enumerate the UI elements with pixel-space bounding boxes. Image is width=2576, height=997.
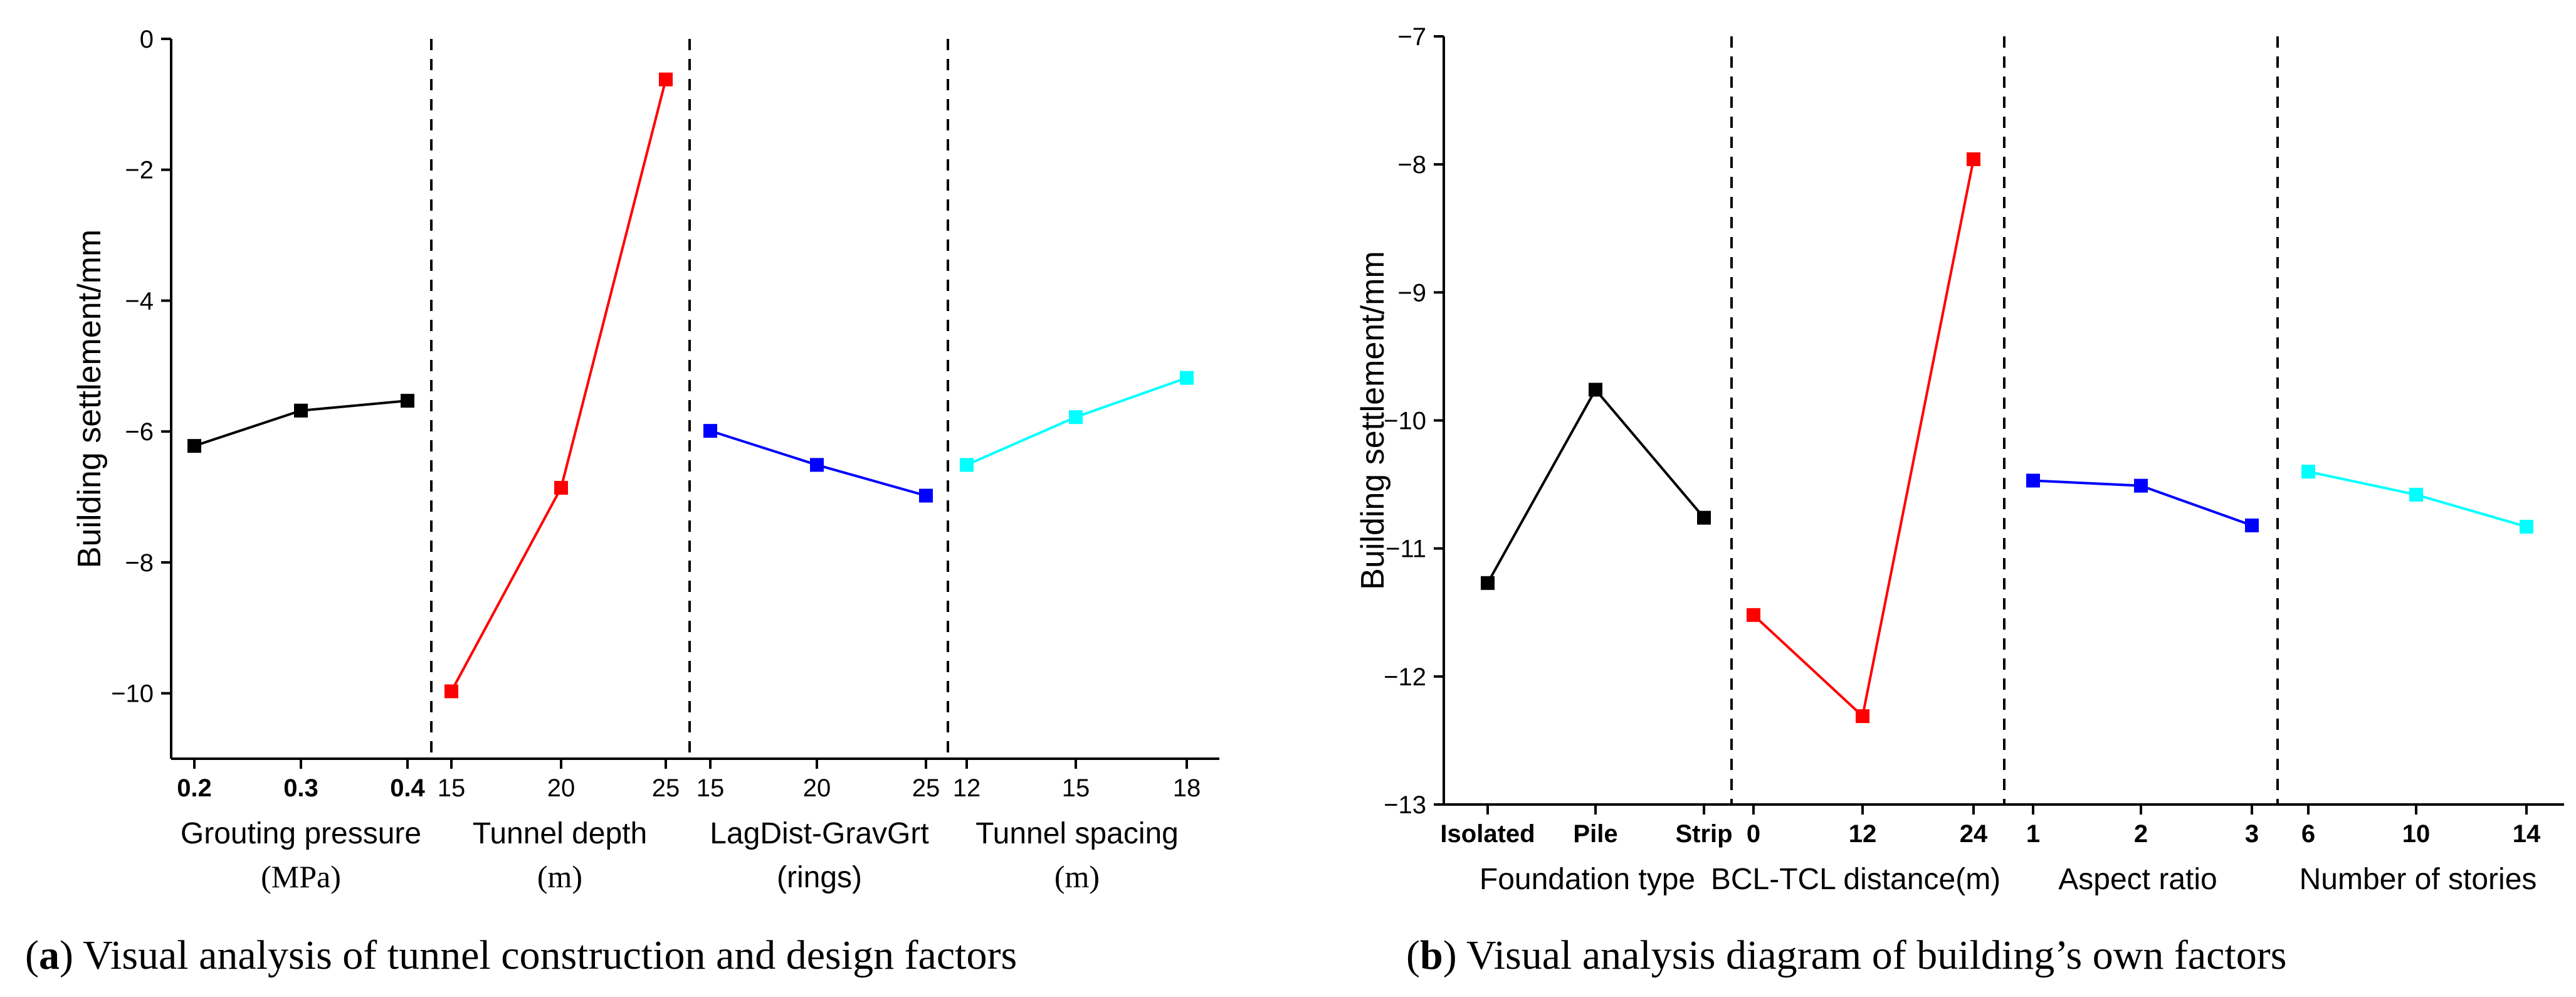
x-tick-label-a: 15 xyxy=(1062,774,1090,802)
y-tick-label-a: −10 xyxy=(111,680,154,708)
group-label-a-3: Tunnel spacing xyxy=(975,817,1179,850)
caption-text: Visual analysis of tunnel construction a… xyxy=(73,932,1017,978)
data-point-a-2 xyxy=(703,424,717,438)
x-tick-label-a: 12 xyxy=(953,774,981,802)
series-line-b-1 xyxy=(1752,159,1975,719)
caption-paren: ) xyxy=(60,932,73,978)
x-tick-label-b: 6 xyxy=(2301,820,2315,848)
x-tick-label-a: 0.3 xyxy=(283,774,318,802)
panel-a: 0 −2 −4 −6 −8 −10 Building settlement/mm 0.2 0.3… xyxy=(25,26,1219,978)
group-unit-a-3: (m) xyxy=(1054,859,1100,894)
x-tick-label-b: Isolated xyxy=(1440,820,1535,848)
y-tick-label-a: −2 xyxy=(125,157,154,184)
data-point-b-2 xyxy=(2245,518,2259,532)
data-point-a-0 xyxy=(401,394,414,408)
y-tick-label-b: −11 xyxy=(1385,535,1426,563)
x-tick-label-a: 0.4 xyxy=(390,774,425,802)
group-label-b-2: Aspect ratio xyxy=(2058,863,2217,896)
x-tick-label-b: 2 xyxy=(2134,820,2148,848)
x-tick-label-b: 3 xyxy=(2245,820,2259,848)
data-point-a-3 xyxy=(960,458,974,472)
y-tick-label-a: −6 xyxy=(125,418,154,446)
data-point-a-3 xyxy=(1180,371,1194,385)
y-tick-label-b: −9 xyxy=(1397,279,1426,307)
data-point-b-3 xyxy=(2520,519,2533,534)
x-tick-label-a: 25 xyxy=(912,774,940,802)
panel-b: −7 −8 −9 −10 −11 −12 −13 Building settlement/mm… xyxy=(1355,23,2564,978)
data-point-a-1 xyxy=(659,72,673,87)
x-tick-label-b: 12 xyxy=(1849,820,1877,848)
group-label-b-0: Foundation type xyxy=(1480,863,1695,896)
x-tick-label-a: 15 xyxy=(697,774,725,802)
data-point-b-2 xyxy=(2026,473,2040,488)
x-tick-label-a: 25 xyxy=(652,774,680,802)
group-label-a-0: Grouting pressure xyxy=(181,817,421,850)
group-label-a-1: Tunnel depth xyxy=(473,817,647,850)
y-axis-title-a: Building settlement/mm xyxy=(71,229,108,568)
caption-paren: ( xyxy=(25,932,39,978)
x-tick-label-b: 10 xyxy=(2402,820,2431,848)
caption-paren: ) xyxy=(1443,932,1457,978)
x-tick-label-b: 14 xyxy=(2513,820,2541,848)
data-point-b-1 xyxy=(1967,152,1980,166)
series-line-b-0 xyxy=(1486,388,1705,584)
y-tick-label-b: −10 xyxy=(1384,408,1426,435)
y-tick-label-b: −13 xyxy=(1384,791,1426,819)
group-unit-a-0: (MPa) xyxy=(261,859,341,894)
x-tick-label-a: 0.2 xyxy=(177,774,212,802)
data-point-a-2 xyxy=(810,458,824,472)
group-label-b-3: Number of stories xyxy=(2300,863,2537,896)
caption-letter: a xyxy=(39,932,60,978)
group-unit-a-1: (m) xyxy=(537,859,582,894)
data-point-b-1 xyxy=(1747,608,1760,622)
data-point-a-3 xyxy=(1069,410,1083,425)
data-point-a-1 xyxy=(554,480,568,495)
group-unit-a-2: (rings) xyxy=(777,861,862,894)
x-tick-label-b: Strip xyxy=(1675,820,1732,848)
y-tick-label-a: −8 xyxy=(125,549,154,577)
data-point-b-3 xyxy=(2409,487,2423,502)
group-label-a-2: LagDist-GravGrt xyxy=(710,817,928,850)
data-point-a-1 xyxy=(444,684,458,699)
caption-b: (b) Visual analysis diagram of building’… xyxy=(1406,932,2286,978)
caption-a: (a) Visual analysis of tunnel constructi… xyxy=(25,932,1017,978)
data-point-b-3 xyxy=(2301,465,2315,479)
x-tick-label-b: 24 xyxy=(1960,820,1988,848)
caption-text: Visual analysis diagram of building’s ow… xyxy=(1457,932,2287,978)
data-point-b-0 xyxy=(1481,576,1495,590)
data-point-a-0 xyxy=(187,439,201,453)
data-point-a-2 xyxy=(919,488,933,503)
data-point-a-0 xyxy=(294,403,308,418)
caption-letter: b xyxy=(1420,932,1443,978)
x-tick-label-b: Pile xyxy=(1573,820,1617,848)
x-tick-label-b: 1 xyxy=(2026,820,2040,848)
x-tick-label-a: 20 xyxy=(547,774,576,802)
y-tick-label-b: −8 xyxy=(1397,151,1426,179)
x-tick-label-b: 0 xyxy=(1747,820,1760,848)
x-tick-label-a: 15 xyxy=(438,774,466,802)
data-point-b-0 xyxy=(1589,382,1602,397)
group-label-b-1: BCL-TCL distance(m) xyxy=(1711,863,2000,896)
y-tick-label-b: −12 xyxy=(1384,663,1426,691)
data-point-b-2 xyxy=(2134,478,2148,493)
data-point-b-1 xyxy=(1856,709,1869,724)
x-tick-label-a: 18 xyxy=(1173,774,1201,802)
data-point-b-0 xyxy=(1697,510,1711,525)
y-tick-label-a: 0 xyxy=(140,26,154,53)
y-tick-label-a: −4 xyxy=(125,287,154,315)
y-tick-label-b: −7 xyxy=(1397,23,1426,51)
x-tick-label-a: 20 xyxy=(803,774,831,802)
caption-paren: ( xyxy=(1406,932,1420,978)
series-line-a-1 xyxy=(450,79,667,692)
y-axis-title-b: Building settlement/mm xyxy=(1355,251,1391,589)
